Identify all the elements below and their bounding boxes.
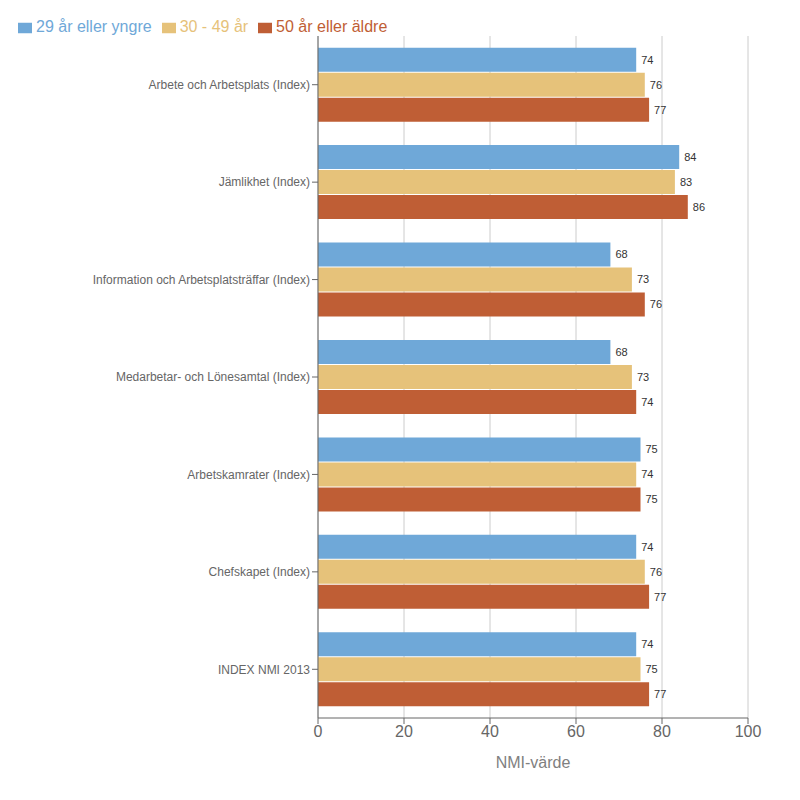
svg-text:75: 75 — [646, 443, 658, 455]
svg-text:Medarbetar- och Lönesamtal (In: Medarbetar- och Lönesamtal (Index) — [116, 370, 310, 384]
svg-text:77: 77 — [654, 104, 666, 116]
svg-text:Arbete och Arbetsplats (Index): Arbete och Arbetsplats (Index) — [149, 78, 310, 92]
svg-text:Information och Arbetsplatsträ: Information och Arbetsplatsträffar (Inde… — [93, 273, 310, 287]
svg-text:86: 86 — [693, 201, 705, 213]
svg-text:73: 73 — [637, 371, 649, 383]
svg-text:73: 73 — [637, 273, 649, 285]
svg-text:83: 83 — [680, 176, 692, 188]
svg-text:Chefskapet (Index): Chefskapet (Index) — [209, 565, 310, 579]
svg-text:76: 76 — [650, 566, 662, 578]
svg-text:75: 75 — [646, 663, 658, 675]
svg-text:40: 40 — [481, 723, 499, 740]
svg-text:INDEX NMI 2013: INDEX NMI 2013 — [218, 663, 310, 677]
svg-text:74: 74 — [641, 396, 653, 408]
svg-text:74: 74 — [641, 468, 653, 480]
svg-text:Jämlikhet (Index): Jämlikhet (Index) — [219, 175, 310, 189]
svg-text:74: 74 — [641, 541, 653, 553]
html-text:29 år eller yngre: 29 år eller yngre — [36, 18, 152, 35]
svg-text:Arbetskamrater (Index): Arbetskamrater (Index) — [187, 468, 310, 482]
svg-text:0: 0 — [314, 723, 323, 740]
html-text:30 - 49 år: 30 - 49 år — [179, 18, 249, 35]
svg-text:75: 75 — [646, 493, 658, 505]
svg-text:76: 76 — [650, 298, 662, 310]
svg-text:74: 74 — [641, 638, 653, 650]
svg-text:68: 68 — [615, 346, 627, 358]
html-text:50 år eller äldre: 50 år eller äldre — [276, 18, 388, 35]
svg-text:74: 74 — [641, 54, 653, 66]
svg-text:20: 20 — [395, 723, 413, 740]
svg-text:100: 100 — [735, 723, 762, 740]
svg-text:68: 68 — [615, 248, 627, 260]
svg-text:60: 60 — [567, 723, 585, 740]
svg-text:NMI-värde: NMI-värde — [496, 754, 571, 771]
svg-text:77: 77 — [654, 591, 666, 603]
svg-text:76: 76 — [650, 79, 662, 91]
svg-text:77: 77 — [654, 688, 666, 700]
svg-text:80: 80 — [653, 723, 671, 740]
svg-text:84: 84 — [684, 151, 696, 163]
